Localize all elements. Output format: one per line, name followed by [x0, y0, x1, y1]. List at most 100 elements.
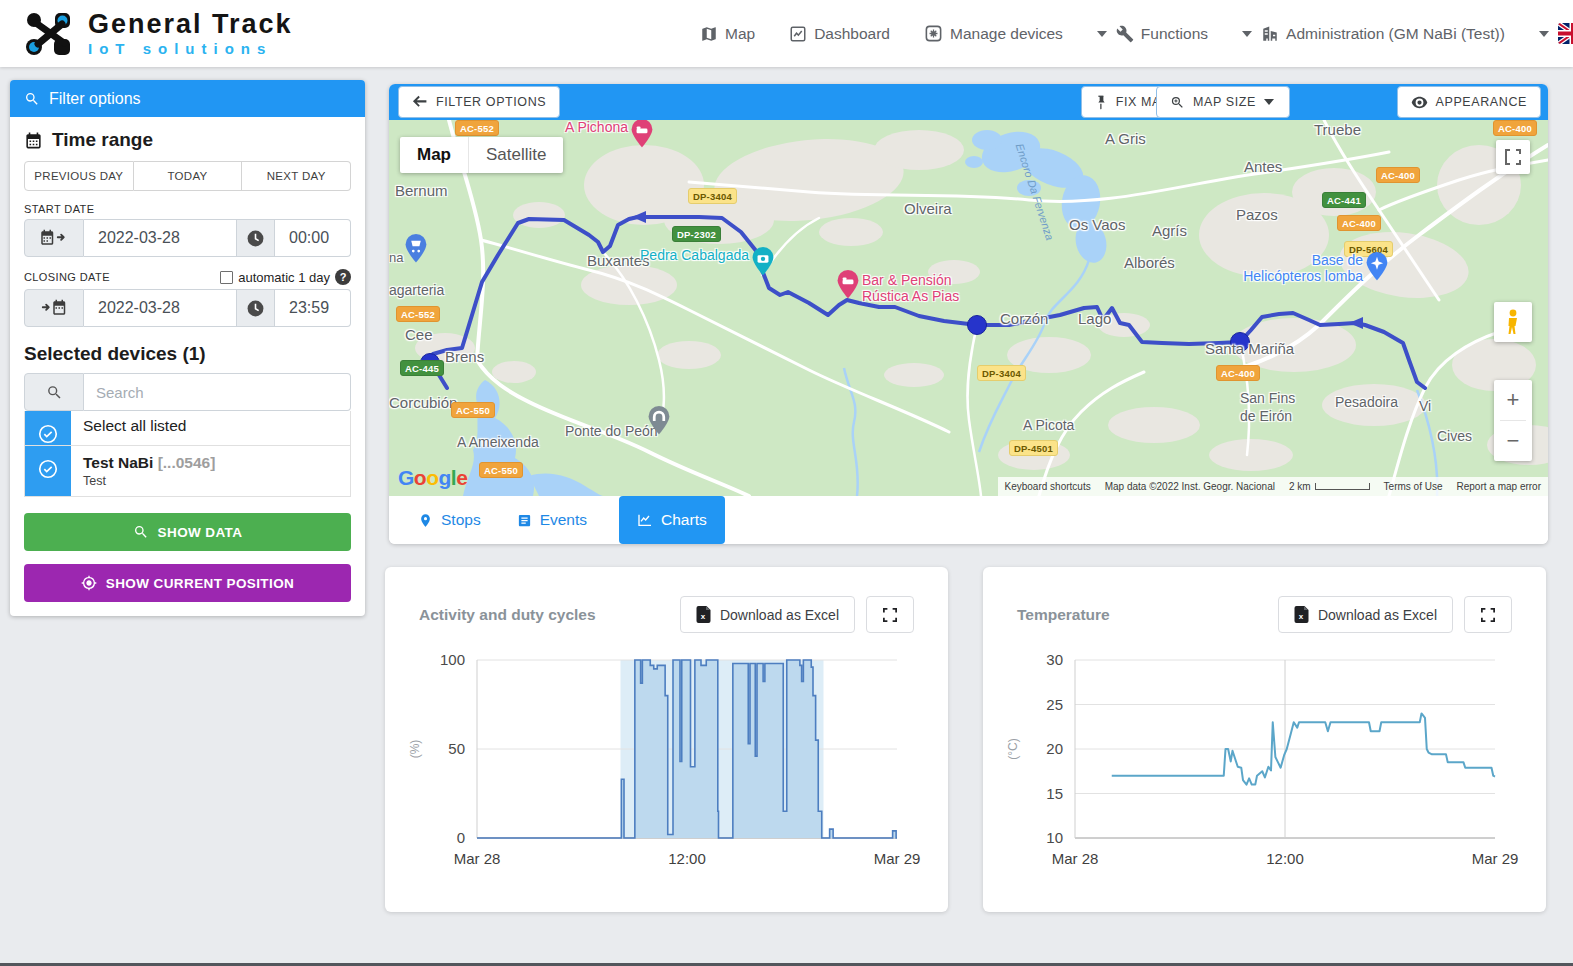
road-badge: AC-441	[1322, 192, 1366, 208]
poi-label: Pedra Cabalgada	[640, 247, 749, 263]
report-map-error-link[interactable]: Report a map error	[1450, 477, 1548, 496]
expand-chart-button[interactable]	[1464, 596, 1512, 633]
nav-language[interactable]	[1539, 23, 1573, 44]
google-logo[interactable]: Google	[398, 466, 467, 490]
map-place-label: Brens	[445, 348, 484, 365]
show-current-position-label: SHOW CURRENT POSITION	[106, 576, 294, 591]
map[interactable]: BernumnaagarteriaCeeBrensCorcubiónA Amei…	[389, 120, 1548, 496]
nav-manage-devices[interactable]: Manage devices	[924, 24, 1063, 43]
start-date-group	[24, 219, 351, 257]
map-size-button[interactable]: MAP SIZE	[1156, 86, 1290, 118]
map-place-label: Pesadoira	[1335, 394, 1398, 410]
tab-charts[interactable]: Charts	[619, 496, 725, 544]
poi-label: Base deHelicópteros lomba	[1243, 252, 1363, 284]
map-place-label: Pazos	[1236, 206, 1278, 223]
map-place-label: Agrís	[1152, 222, 1187, 239]
check-circle-icon	[37, 423, 59, 445]
map-type-satellite[interactable]: Satellite	[468, 137, 563, 173]
check-circle-icon	[37, 458, 59, 480]
select-all-checkbox[interactable]	[25, 411, 71, 445]
stop-marker[interactable]	[968, 316, 987, 335]
appearance-button-label: APPEARANCE	[1436, 95, 1527, 109]
download-excel-label: Download as Excel	[1318, 607, 1437, 623]
svg-text:Mar 28: Mar 28	[1052, 850, 1099, 867]
automatic-1day-checkbox[interactable]	[220, 271, 233, 284]
map-panel: FILTER OPTIONS FIX MAP MAP SIZE APPEARAN…	[389, 84, 1548, 544]
download-excel-button[interactable]: x Download as Excel	[680, 596, 855, 633]
dashboard-icon	[789, 25, 807, 43]
search-icon	[24, 91, 40, 107]
map-fullscreen-button[interactable]	[1496, 140, 1530, 174]
map-size-button-label: MAP SIZE	[1193, 95, 1256, 109]
map-place-label: na	[389, 250, 403, 265]
poi-label: A Pichona	[565, 120, 628, 135]
select-all-row[interactable]: Select all listed	[25, 411, 350, 446]
start-time-input[interactable]	[275, 219, 351, 257]
device-checkbox[interactable]	[25, 446, 71, 496]
map-place-label: Alborés	[1124, 254, 1175, 271]
chevron-down-icon	[1539, 31, 1549, 37]
start-calendar-icon[interactable]	[24, 219, 84, 257]
map-place-label: A Ameixenda	[457, 434, 539, 450]
zoom-in-button[interactable]: +	[1494, 380, 1532, 420]
next-day-button[interactable]: NEXT DAY	[242, 161, 351, 191]
nav-dashboard[interactable]: Dashboard	[789, 25, 890, 43]
help-question-icon[interactable]: ?	[335, 269, 351, 285]
show-current-position-button[interactable]: SHOW CURRENT POSITION	[24, 564, 351, 602]
map-place-label: Corcubión	[389, 394, 457, 411]
chevron-down-icon	[1242, 31, 1252, 37]
map-icon	[700, 25, 718, 43]
download-excel-label: Download as Excel	[720, 607, 839, 623]
closing-calendar-icon[interactable]	[24, 289, 84, 327]
road-badge: AC-445	[400, 360, 444, 376]
svg-text:100: 100	[440, 651, 465, 668]
device-subtitle: Test	[83, 474, 215, 488]
brand-logo[interactable]: General Track IoT solutions	[24, 11, 293, 57]
eye-icon	[1411, 96, 1428, 109]
tab-events[interactable]: Events	[499, 496, 605, 544]
map-place-label: Truebe	[1314, 121, 1361, 138]
today-button[interactable]: TODAY	[134, 161, 243, 191]
tab-stops[interactable]: Stops	[400, 496, 499, 544]
arrow-left-icon	[412, 95, 428, 109]
map-data-attribution: Map data ©2022 Inst. Geogr. Nacional	[1098, 477, 1282, 496]
svg-text:x: x	[701, 612, 706, 621]
start-date-input[interactable]	[84, 219, 237, 257]
expand-chart-button[interactable]	[866, 596, 914, 633]
svg-text:15: 15	[1046, 785, 1063, 802]
map-type-map[interactable]: Map	[400, 137, 468, 173]
show-data-button[interactable]: SHOW DATA	[24, 513, 351, 551]
map-place-label: Ponte do Peón	[565, 423, 658, 439]
nav-functions[interactable]: Functions	[1097, 25, 1208, 43]
pegman-control[interactable]	[1494, 302, 1532, 342]
filter-options-button[interactable]: FILTER OPTIONS	[398, 86, 560, 118]
activity-chart-title: Activity and duty cycles	[419, 606, 680, 624]
map-place-label: agarteria	[389, 282, 444, 298]
map-place-label: San Fins	[1240, 390, 1295, 406]
tab-charts-label: Charts	[661, 511, 707, 529]
download-excel-button[interactable]: x Download as Excel	[1278, 596, 1453, 633]
filter-options-title: Filter options	[49, 90, 141, 108]
appearance-button[interactable]: APPEARANCE	[1397, 86, 1541, 118]
device-row[interactable]: Test NaBi [...0546] Test	[25, 446, 350, 496]
keyboard-shortcuts-link[interactable]: Keyboard shortcuts	[998, 477, 1098, 496]
terms-of-use-link[interactable]: Terms of Use	[1377, 477, 1450, 496]
administration-building-icon	[1261, 25, 1279, 43]
svg-text:25: 25	[1046, 696, 1063, 713]
nav-administration[interactable]: Administration (GM NaBi (Test))	[1242, 25, 1505, 43]
zoom-out-button[interactable]: −	[1494, 421, 1532, 461]
svg-text:12:00: 12:00	[668, 850, 706, 867]
charts-icon	[637, 512, 653, 528]
nav-map[interactable]: Map	[700, 25, 755, 43]
road-badge: DP-4501	[1009, 440, 1058, 456]
closing-time-input[interactable]	[275, 289, 351, 327]
scale-bar	[1315, 483, 1370, 490]
svg-text:30: 30	[1046, 651, 1063, 668]
previous-day-button[interactable]: PREVIOUS DAY	[24, 161, 134, 191]
closing-date-input[interactable]	[84, 289, 237, 327]
device-search-input[interactable]	[84, 373, 351, 411]
device-search-group	[24, 373, 351, 411]
show-data-label: SHOW DATA	[158, 525, 243, 540]
chevron-down-icon	[1264, 99, 1274, 105]
road-badge: AC-400	[1337, 215, 1381, 231]
